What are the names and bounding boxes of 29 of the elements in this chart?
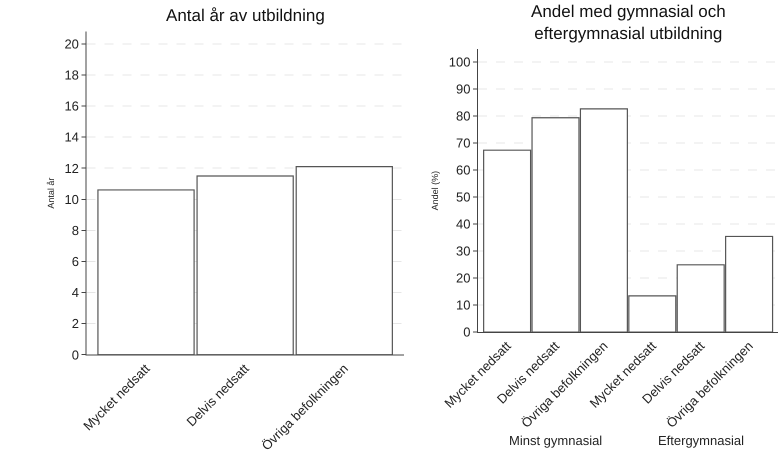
y-tick-label: 10 [456, 298, 470, 313]
chart-title: Antal år av utbildning [166, 6, 325, 25]
text: Minst gymnasial [509, 433, 602, 448]
text: Eftergymnasial [658, 433, 744, 448]
y-tick-label: 10 [64, 192, 79, 207]
y-tick-label: 50 [456, 190, 470, 205]
y-tick-label: 80 [456, 108, 470, 124]
chart-title: Andel med gymnasial och eftergymnasial utbildning [531, 2, 726, 44]
y-tick-label: 70 [456, 135, 470, 150]
y-tick-label: 20 [64, 36, 79, 52]
y-tick-label: 16 [64, 98, 79, 114]
y-tick-label: 8 [72, 222, 79, 238]
y-tick-label: 20 [456, 270, 470, 286]
y-tick-label: 14 [64, 130, 79, 145]
y-axis-title: Andel (%) [430, 170, 440, 210]
y-tick-label: 2 [72, 316, 79, 332]
y-tick-label: 12 [64, 160, 79, 176]
y-axis-title: Antal år [46, 178, 56, 209]
y-tick-label: 90 [456, 81, 470, 96]
y-tick-label: 100 [448, 54, 470, 70]
y-tick-label: 40 [456, 216, 470, 232]
y-tick-label: 18 [64, 68, 79, 82]
y-tick-label: 0 [72, 347, 79, 362]
y-tick-label: 4 [72, 285, 79, 300]
y-tick-label: 30 [456, 244, 470, 259]
y-tick-label: 6 [72, 254, 79, 269]
y-tick-label: 0 [463, 324, 470, 340]
y-tick-label: 60 [456, 162, 470, 178]
bar [97, 189, 195, 355]
